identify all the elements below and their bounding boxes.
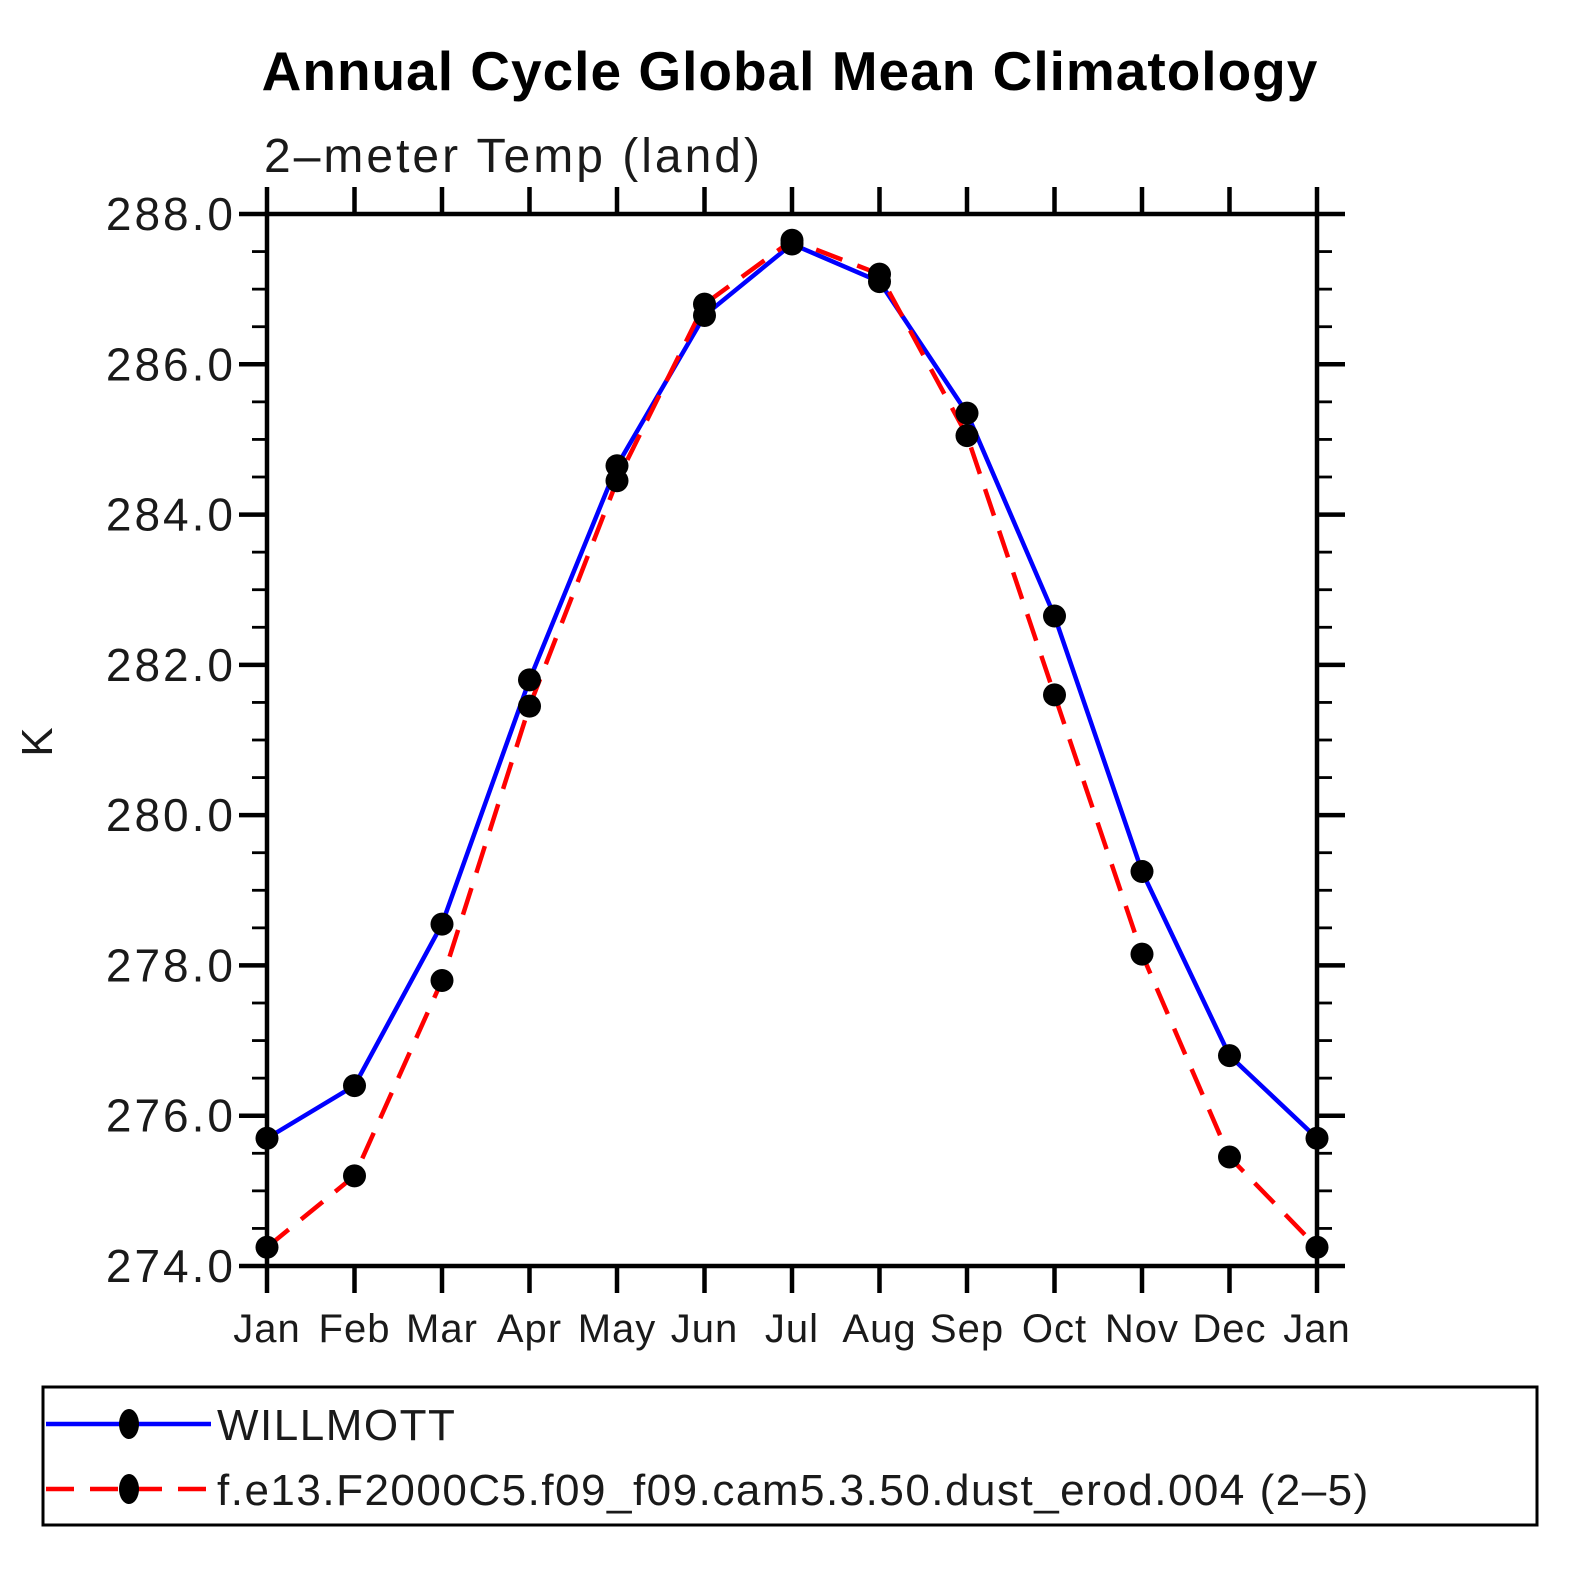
series-line-1 <box>265 237 1319 1249</box>
y-tick-label: 286.0 <box>106 338 236 390</box>
data-point-marker <box>430 912 454 936</box>
x-tick-label: Jan <box>233 1307 301 1351</box>
series-line-0 <box>265 241 1319 1141</box>
data-point-marker <box>1218 1145 1241 1169</box>
data-point-marker <box>955 424 979 448</box>
data-point-marker <box>868 262 891 286</box>
data-point-marker <box>1130 942 1154 966</box>
data-point-marker <box>255 1235 279 1259</box>
axes: 274.0 276.0 278.0 280.0 282.0 284.0 286.0 288.0… <box>106 187 1351 1351</box>
data-point-marker <box>1043 604 1066 628</box>
data-point-marker <box>1043 683 1066 707</box>
data-series <box>255 228 1329 1259</box>
data-point-marker <box>780 228 804 252</box>
data-point-marker <box>693 292 716 316</box>
y-tick-label: 276.0 <box>106 1090 236 1142</box>
x-tick-label: Nov <box>1105 1307 1179 1351</box>
x-tick-label: May <box>578 1307 657 1351</box>
plot-frame <box>264 211 1320 1269</box>
legend-label: f.e13.F2000C5.f09_f09.cam5.3.50.dust_ero… <box>217 1466 1370 1515</box>
y-tick-label: 278.0 <box>106 939 236 991</box>
y-tick-label: 274.0 <box>106 1240 236 1292</box>
y-axis-label: K <box>13 727 62 756</box>
data-point-marker <box>1130 860 1154 883</box>
y-tick-label: 288.0 <box>106 188 236 240</box>
data-point-marker <box>430 968 454 992</box>
data-point-marker <box>518 694 541 718</box>
data-point-marker <box>343 1074 366 1098</box>
legend-box <box>41 1385 1539 1527</box>
data-point-marker <box>605 469 629 493</box>
legend: WILLMOTT f.e13.F2000C5.f09_f09.cam5.3.50.… <box>41 1385 1539 1527</box>
x-tick-label: Dec <box>1192 1307 1266 1351</box>
y-tick-label: 282.0 <box>106 639 236 691</box>
x-tick-label: Apr <box>497 1307 562 1351</box>
x-tick-label: Feb <box>319 1307 391 1351</box>
x-tick-label: Oct <box>1022 1307 1087 1351</box>
x-tick-label: Aug <box>842 1307 916 1351</box>
chart-title: Annual Cycle Global Mean Climatology <box>262 40 1319 102</box>
y-tick-label: 280.0 <box>106 789 236 841</box>
chart-subtitle: 2–meter Temp (land) <box>264 130 763 183</box>
data-point-marker <box>955 401 979 425</box>
x-tick-label: Jan <box>1283 1307 1351 1351</box>
x-tick-label: Jul <box>765 1307 819 1351</box>
y-tick-label: 284.0 <box>106 489 236 541</box>
legend-marker <box>119 1474 139 1504</box>
data-point-marker <box>343 1164 366 1188</box>
x-tick-label: Sep <box>930 1307 1004 1351</box>
legend-label: WILLMOTT <box>217 1401 456 1450</box>
data-point-marker <box>1305 1235 1329 1259</box>
x-tick-label: Mar <box>406 1307 478 1351</box>
data-point-marker <box>1218 1044 1241 1068</box>
x-tick-label: Jun <box>671 1307 739 1351</box>
legend-marker <box>119 1409 139 1439</box>
data-point-marker <box>1305 1126 1329 1150</box>
data-point-marker <box>518 668 541 692</box>
data-point-marker <box>255 1126 279 1150</box>
